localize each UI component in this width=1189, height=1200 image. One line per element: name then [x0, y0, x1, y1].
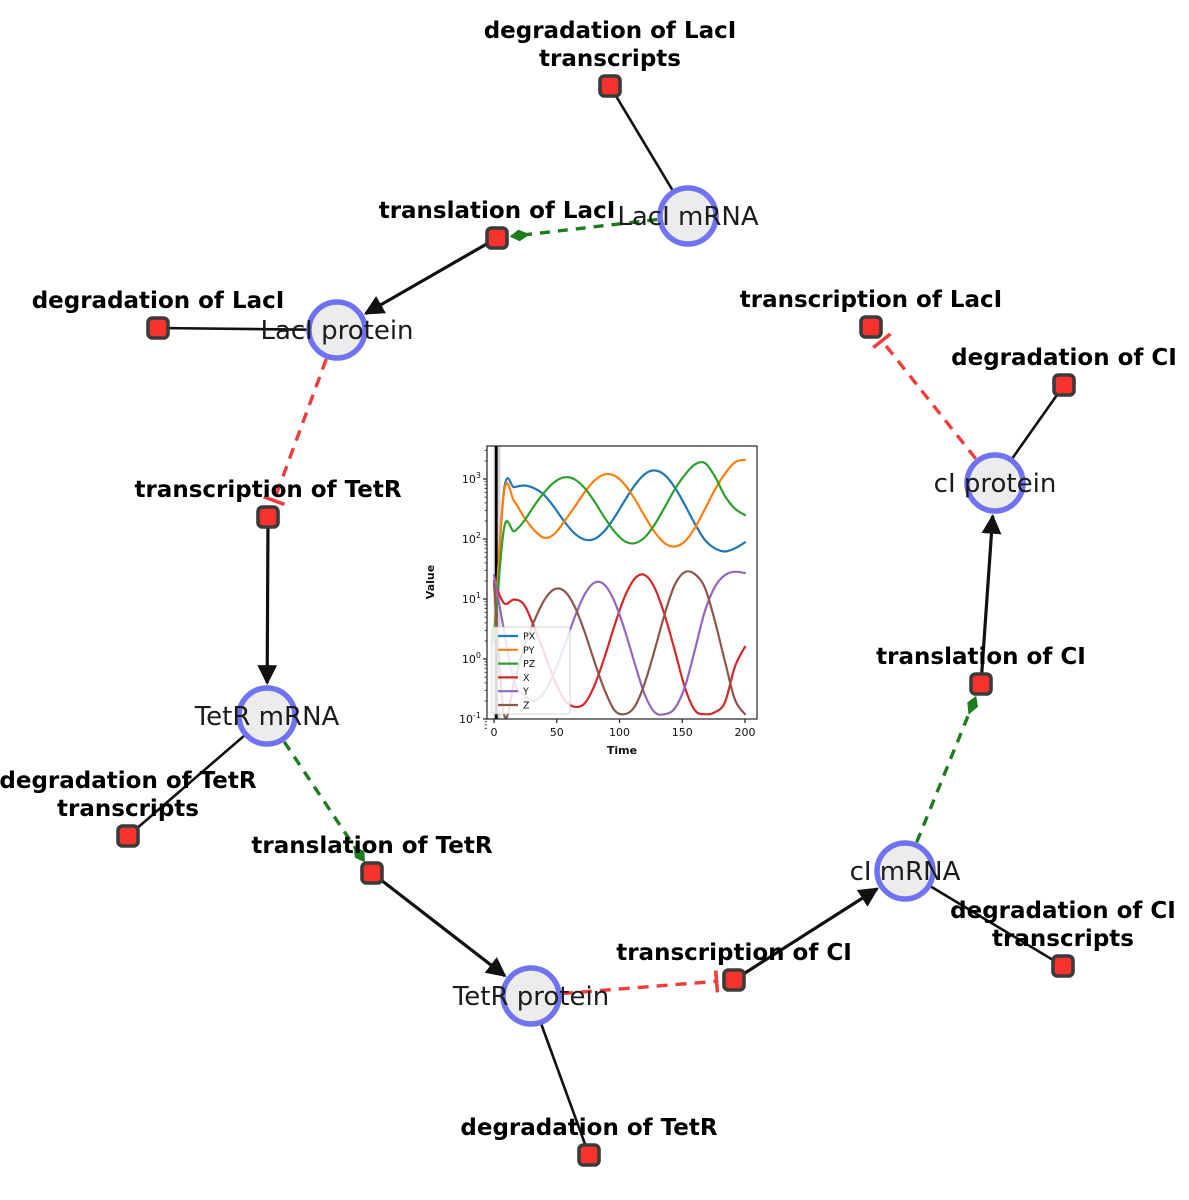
y-axis-title: Value — [424, 565, 437, 599]
reaction-label-transc_tetr-line1: transcription of TetR — [134, 477, 401, 503]
legend-label-Y: Y — [522, 687, 529, 698]
legend: PX PY PZ XYZ — [491, 626, 571, 715]
reaction-node-deg_ci — [1052, 373, 1076, 397]
reaction-node-deg_laci — [146, 316, 170, 340]
edge-modifier-laci_mrna-transl_laci — [509, 217, 658, 242]
edge-inhibition-ci_protein-transc_laci — [872, 332, 978, 460]
x-tick-label: 50 — [550, 726, 564, 739]
reaction-label-transl_tetr-line1: translation of TetR — [251, 833, 492, 859]
reaction-node-deg_laci_tr — [598, 74, 622, 98]
series-line-PX — [492, 469, 747, 642]
x-tick-label: 0 — [491, 726, 498, 739]
species-label-ci_protein: cI protein — [934, 469, 1057, 499]
species-node-ci_protein — [964, 452, 1026, 514]
reaction-label-transc_laci-line1: transcription of LacI — [740, 287, 1003, 313]
edge-consumption-ci_mrna-deg_ci_tr — [929, 884, 1064, 968]
edge-consumption-laci_mrna-deg_laci_tr — [608, 85, 675, 192]
axes-frame — [486, 445, 758, 720]
species-label-laci_protein: LacI protein — [260, 316, 413, 346]
edge-consumption-tetr_protein-deg_tetr — [539, 1022, 591, 1156]
edge-production-transl_ci-ci_protein — [979, 513, 1002, 685]
reaction-node-transc_ci — [722, 968, 746, 992]
edge-inhibition-tetr_protein-transc_ci — [561, 970, 720, 996]
species-node-laci_mrna — [657, 185, 719, 247]
series-line-PZ — [492, 460, 747, 642]
species-node-ci_mrna — [874, 840, 936, 902]
reaction-node-deg_tetr_tr — [116, 824, 140, 848]
reaction-label-deg_tetr_tr-line2: transcripts — [57, 796, 199, 822]
reaction-node-transc_laci — [859, 315, 883, 339]
reaction-label-deg_ci-line1: degradation of CI — [951, 345, 1177, 371]
x-tick-label: 100 — [609, 726, 630, 739]
legend-label-PX: PX — [523, 632, 536, 643]
reaction-label-deg_tetr-line1: degradation of TetR — [460, 1115, 717, 1141]
edge-modifier-tetr_mrna-transl_tetr — [282, 740, 366, 863]
reaction-label-deg_tetr_tr-line1: degradation of TetR — [0, 768, 257, 794]
curve-layer — [492, 458, 747, 719]
inset-background — [408, 428, 790, 780]
edge-consumption-laci_protein-deg_laci — [157, 326, 309, 331]
reaction-label-transl_laci-line1: translation of LacI — [379, 198, 616, 224]
legend-label-Z: Z — [523, 701, 530, 712]
reaction-label-transc_ci-line1: transcription of CI — [616, 940, 852, 966]
species-node-tetr_mrna — [236, 685, 298, 747]
legend-label-PZ: PZ — [523, 659, 536, 670]
species-label-ci_mrna: cI mRNA — [850, 857, 961, 887]
series-line-Z — [492, 570, 747, 719]
edge-production-transc_ci-ci_mrna — [733, 887, 879, 982]
reaction-node-transl_laci — [485, 226, 509, 250]
reaction-label-deg_laci-line1: degradation of LacI — [32, 288, 285, 314]
species-label-laci_mrna: LacI mRNA — [617, 202, 758, 232]
reaction-label-deg_ci_tr-line2: transcripts — [992, 926, 1134, 952]
species-label-tetr_mrna: TetR mRNA — [194, 702, 340, 732]
reaction-node-transc_tetr — [256, 505, 280, 529]
node-layer — [116, 74, 1076, 1167]
reaction-label-deg_ci_tr-line1: degradation of CI — [950, 898, 1176, 924]
reaction-node-transl_ci — [969, 672, 993, 696]
x-axis-title: Time — [607, 744, 637, 757]
edge-production-transl_tetr-tetr_protein — [371, 871, 507, 978]
reaction-label-transl_ci-line1: translation of CI — [876, 644, 1086, 670]
reaction-node-transl_tetr — [360, 861, 384, 885]
edge-production-transl_laci-laci_protein — [363, 236, 498, 315]
species-node-laci_protein — [306, 299, 368, 361]
reaction-label-deg_laci_tr-line1: degradation of LacI — [484, 18, 737, 44]
edge-consumption-tetr_mrna-deg_tetr_tr — [127, 733, 246, 837]
edge-inhibition-laci_protein-transc_tetr — [263, 358, 328, 507]
edge-consumption-ci_protein-deg_ci — [1010, 384, 1066, 461]
species-label-tetr_protein: TetR protein — [452, 982, 609, 1012]
edge-modifier-ci_mrna-transl_ci — [915, 695, 979, 843]
x-tick-label: 150 — [672, 726, 693, 739]
legend-label-PY: PY — [523, 645, 535, 656]
x-tick-label: 200 — [735, 726, 756, 739]
edge-layer — [127, 85, 1066, 1156]
series-line-PY — [492, 458, 747, 642]
edge-production-transc_tetr-tetr_mrna — [257, 516, 278, 685]
legend-label-X: X — [523, 673, 530, 684]
species-node-tetr_protein — [500, 965, 562, 1027]
label-layer: LacI mRNA LacI protein TetR mRNA TetR prote… — [0, 18, 1177, 1141]
reaction-label-deg_laci_tr-line2: transcripts — [539, 46, 681, 72]
reaction-node-deg_tetr — [577, 1143, 601, 1167]
reaction-node-deg_ci_tr — [1051, 954, 1075, 978]
